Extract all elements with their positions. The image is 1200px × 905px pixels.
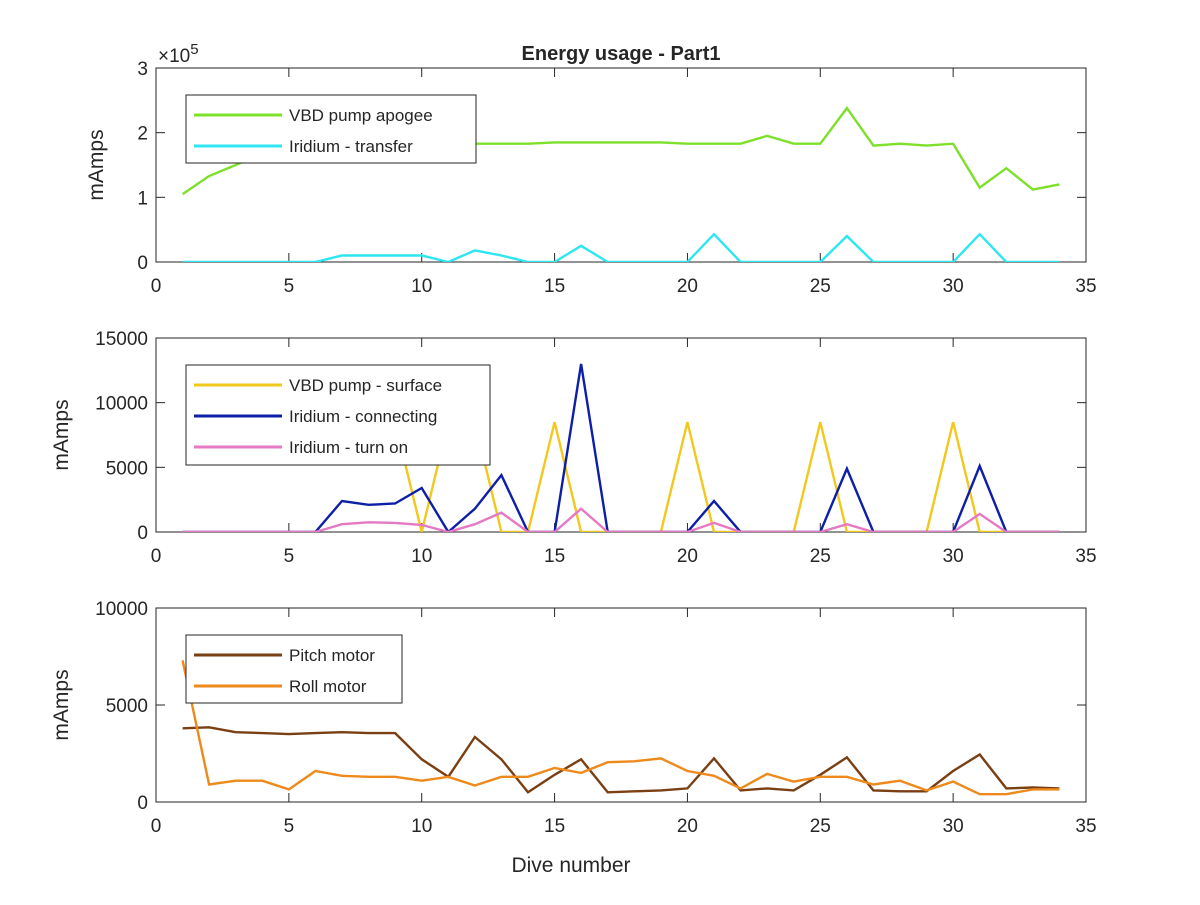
legend-label: VBD pump apogee: [289, 106, 433, 125]
legend: VBD pump - surface Iridium - connecting Ir…: [185, 364, 491, 466]
subplot-3: 0 5 10 15 20 25 30 35 0 5000 10000 mAmps Dive number…: [50, 599, 1097, 877]
x-tick-label: 25: [810, 276, 831, 297]
x-tick-label: 30: [943, 276, 964, 297]
x-tick-label: 5: [284, 546, 295, 567]
x-tick-label: 35: [1075, 546, 1096, 567]
x-tick-label: 10: [411, 276, 432, 297]
x-axis-label: Dive number: [511, 854, 630, 877]
series-line-roll-motor: [181, 660, 1060, 796]
subplot-2: 0 5 10 15 20 25 30 35 0 5000 10000 15000 mAmps VBD pu…: [50, 329, 1097, 567]
y-axis-label: mAmps: [50, 399, 73, 470]
x-tick-label: 30: [943, 816, 964, 837]
legend: Pitch motor Roll motor: [185, 634, 403, 704]
series-line-iridium-turn-on: [182, 507, 1060, 532]
legend-label: Pitch motor: [289, 646, 375, 665]
y-tick-label: 3: [137, 59, 148, 80]
x-tick-label: 35: [1075, 816, 1096, 837]
y-tick-label: 0: [137, 523, 148, 544]
x-tick-label: 0: [151, 276, 162, 297]
x-tick-label: 15: [544, 276, 565, 297]
x-tick-label: 10: [411, 546, 432, 567]
y-tick-label: 15000: [95, 329, 148, 350]
legend-label: Roll motor: [289, 677, 367, 696]
y-axis-label: mAmps: [50, 669, 73, 740]
series-line-pitch-motor: [182, 726, 1060, 794]
x-tick-label: 5: [284, 276, 295, 297]
x-tick-label: 5: [284, 816, 295, 837]
y-tick-label: 5000: [106, 696, 148, 717]
legend-label: Iridium - transfer: [289, 137, 413, 156]
x-tick-label: 25: [810, 816, 831, 837]
x-tick-label: 15: [544, 546, 565, 567]
legend-box: [185, 634, 403, 704]
x-tick-label: 30: [943, 546, 964, 567]
x-tick-label: 0: [151, 816, 162, 837]
subplot-1: 0 5 10 15 20 25 30 35 0 1 2 3 ×105 Energy usage - Par…: [85, 41, 1097, 297]
legend: VBD pump apogee Iridium - transfer: [185, 94, 477, 164]
x-tick-label: 35: [1075, 276, 1096, 297]
y-tick-label: 0: [137, 253, 148, 274]
y-tick-label: 5000: [106, 458, 148, 479]
y-exponent-label: ×105: [158, 41, 199, 67]
y-tick-label: 10000: [95, 599, 148, 620]
series-line-vbd-pump-surface: [393, 420, 1060, 532]
y-tick-label: 0: [137, 793, 148, 814]
x-tick-label: 15: [544, 816, 565, 837]
series-line-iridium-connecting: [182, 363, 1060, 532]
legend-label: Iridium - connecting: [289, 407, 437, 426]
legend-label: VBD pump - surface: [289, 376, 442, 395]
legend-box: [185, 94, 477, 164]
y-tick-label: 10000: [95, 394, 148, 415]
x-tick-label: 20: [677, 546, 698, 567]
y-tick-label: 2: [137, 124, 148, 145]
y-axis-label: mAmps: [85, 129, 108, 200]
x-tick-label: 10: [411, 816, 432, 837]
x-tick-label: 20: [677, 816, 698, 837]
series-line-iridium-transfer: [182, 232, 1060, 262]
x-tick-label: 0: [151, 546, 162, 567]
x-tick-label: 20: [677, 276, 698, 297]
y-tick-label: 1: [137, 188, 148, 209]
legend-label: Iridium - turn on: [289, 438, 408, 457]
x-tick-label: 25: [810, 546, 831, 567]
chart-title: Energy usage - Part1: [522, 43, 721, 65]
